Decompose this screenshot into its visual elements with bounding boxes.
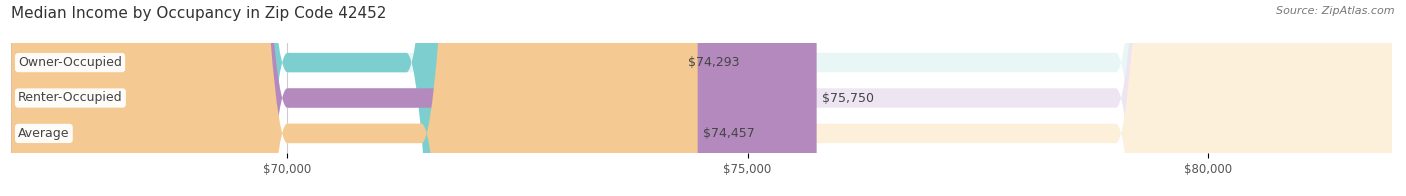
FancyBboxPatch shape [11,0,817,196]
FancyBboxPatch shape [11,0,682,196]
Text: Renter-Occupied: Renter-Occupied [18,92,122,104]
FancyBboxPatch shape [11,0,1392,196]
Text: $74,457: $74,457 [703,127,755,140]
FancyBboxPatch shape [11,0,1392,196]
Text: Owner-Occupied: Owner-Occupied [18,56,122,69]
Text: $75,750: $75,750 [823,92,875,104]
FancyBboxPatch shape [11,0,1392,196]
Text: Source: ZipAtlas.com: Source: ZipAtlas.com [1277,6,1395,16]
Text: Average: Average [18,127,70,140]
Text: $74,293: $74,293 [688,56,740,69]
Text: Median Income by Occupancy in Zip Code 42452: Median Income by Occupancy in Zip Code 4… [11,6,387,21]
FancyBboxPatch shape [11,0,697,196]
